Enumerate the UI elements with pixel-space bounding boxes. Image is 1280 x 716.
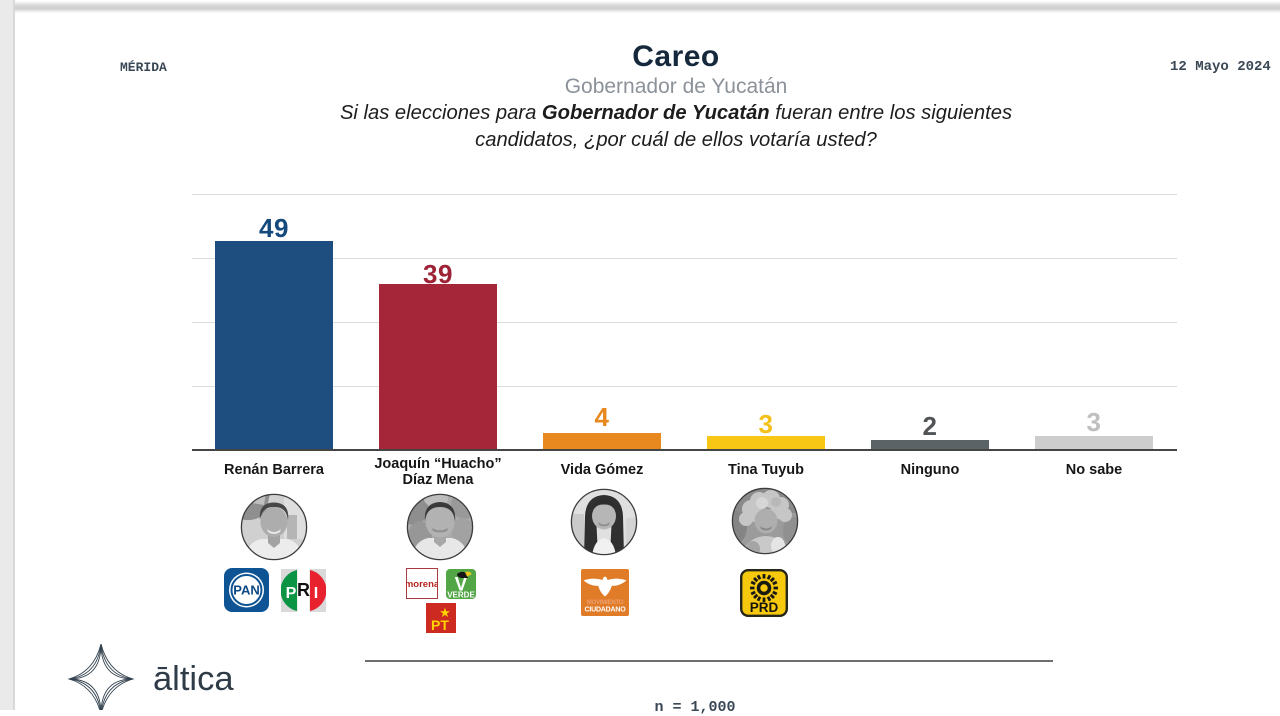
svg-text:VERDE: VERDE <box>447 591 475 600</box>
svg-text:CIUDADANO: CIUDADANO <box>585 607 627 614</box>
svg-text:morena: morena <box>406 579 438 590</box>
svg-text:R: R <box>297 580 310 600</box>
svg-text:V: V <box>455 575 468 596</box>
svg-text:★: ★ <box>439 605 451 620</box>
svg-text:PRD: PRD <box>750 600 779 615</box>
svg-text:MOVIMIENTO: MOVIMIENTO <box>587 600 624 606</box>
svg-text:P: P <box>286 585 297 602</box>
svg-text:I: I <box>314 585 318 602</box>
svg-text:PAN: PAN <box>233 583 259 598</box>
svg-text:PT: PT <box>431 617 449 633</box>
